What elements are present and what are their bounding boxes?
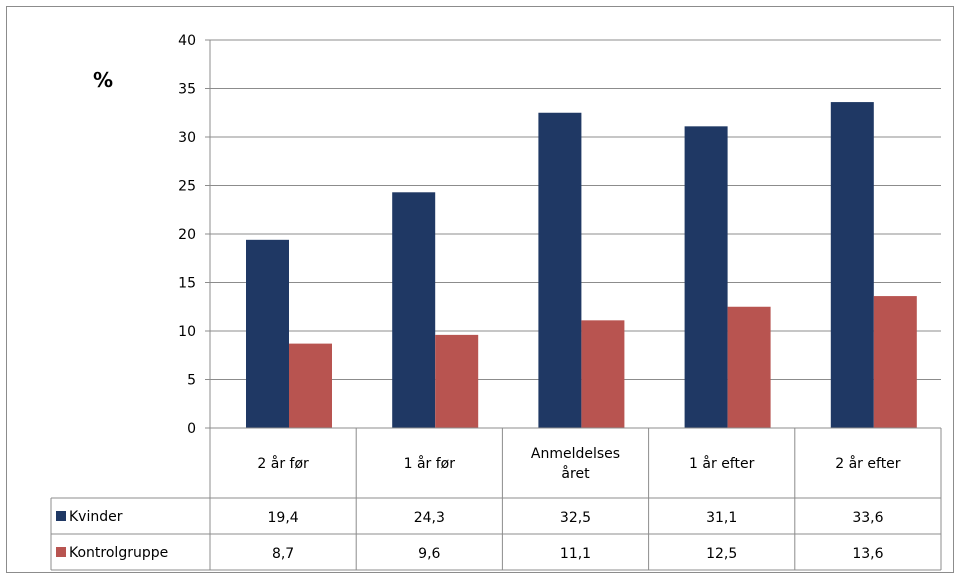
chart-frame: 0 5 10 15 20 25 30 35 40 % 2 år før 1 år før Anmel…: [6, 6, 954, 573]
data-table-cell: 9,6: [418, 546, 440, 562]
legend-label: Kontrolgruppe: [69, 545, 168, 561]
y-unit-label: %: [93, 68, 113, 92]
data-table-cell: 8,7: [272, 546, 294, 562]
data-table-cell: 12,5: [706, 546, 737, 562]
data-table-cell: 24,3: [414, 510, 445, 526]
data-table-cell: 13,6: [852, 546, 883, 562]
data-table-cell: 32,5: [560, 510, 591, 526]
y-tick-label: 0: [187, 421, 196, 437]
data-table-cell: 19,4: [268, 510, 299, 526]
category-label: 1 år efter: [689, 455, 755, 472]
category-label: året: [561, 465, 590, 482]
y-tick-label: 40: [178, 33, 196, 49]
bar-kontrolgruppe: [873, 296, 917, 428]
bar-kvinder: [392, 192, 436, 428]
y-tick-label: 10: [178, 324, 196, 340]
bar-kvinder: [830, 102, 874, 428]
y-tick-label: 30: [178, 130, 196, 146]
bar-kvinder: [538, 112, 582, 428]
category-label: Anmeldelses: [531, 446, 620, 462]
bar-chart: 0 5 10 15 20 25 30 35 40 % 2 år før 1 år før Anmel…: [50, 33, 942, 571]
legend-label: Kvinder: [69, 509, 123, 525]
data-table-cell: 33,6: [852, 510, 883, 526]
category-label: 2 år efter: [835, 455, 901, 472]
y-tick-label: 20: [178, 227, 196, 243]
category-label: 1 år før: [404, 455, 456, 472]
bar-kontrolgruppe: [581, 320, 625, 428]
y-tick-label: 25: [178, 179, 196, 195]
bar-kontrolgruppe: [289, 343, 332, 428]
bar-kvinder: [684, 126, 728, 428]
y-tick-label: 5: [187, 373, 196, 389]
bar-kontrolgruppe: [435, 334, 479, 428]
legend-swatch: [56, 547, 66, 557]
data-table-cell: 11,1: [560, 546, 591, 562]
bar-kontrolgruppe: [727, 306, 771, 428]
y-tick-label: 15: [178, 276, 196, 292]
bar-kvinder: [246, 239, 289, 428]
legend-swatch: [56, 511, 66, 521]
data-table-cell: 31,1: [706, 510, 737, 526]
y-tick-label: 35: [178, 82, 196, 98]
category-label: 2 år før: [257, 455, 309, 472]
